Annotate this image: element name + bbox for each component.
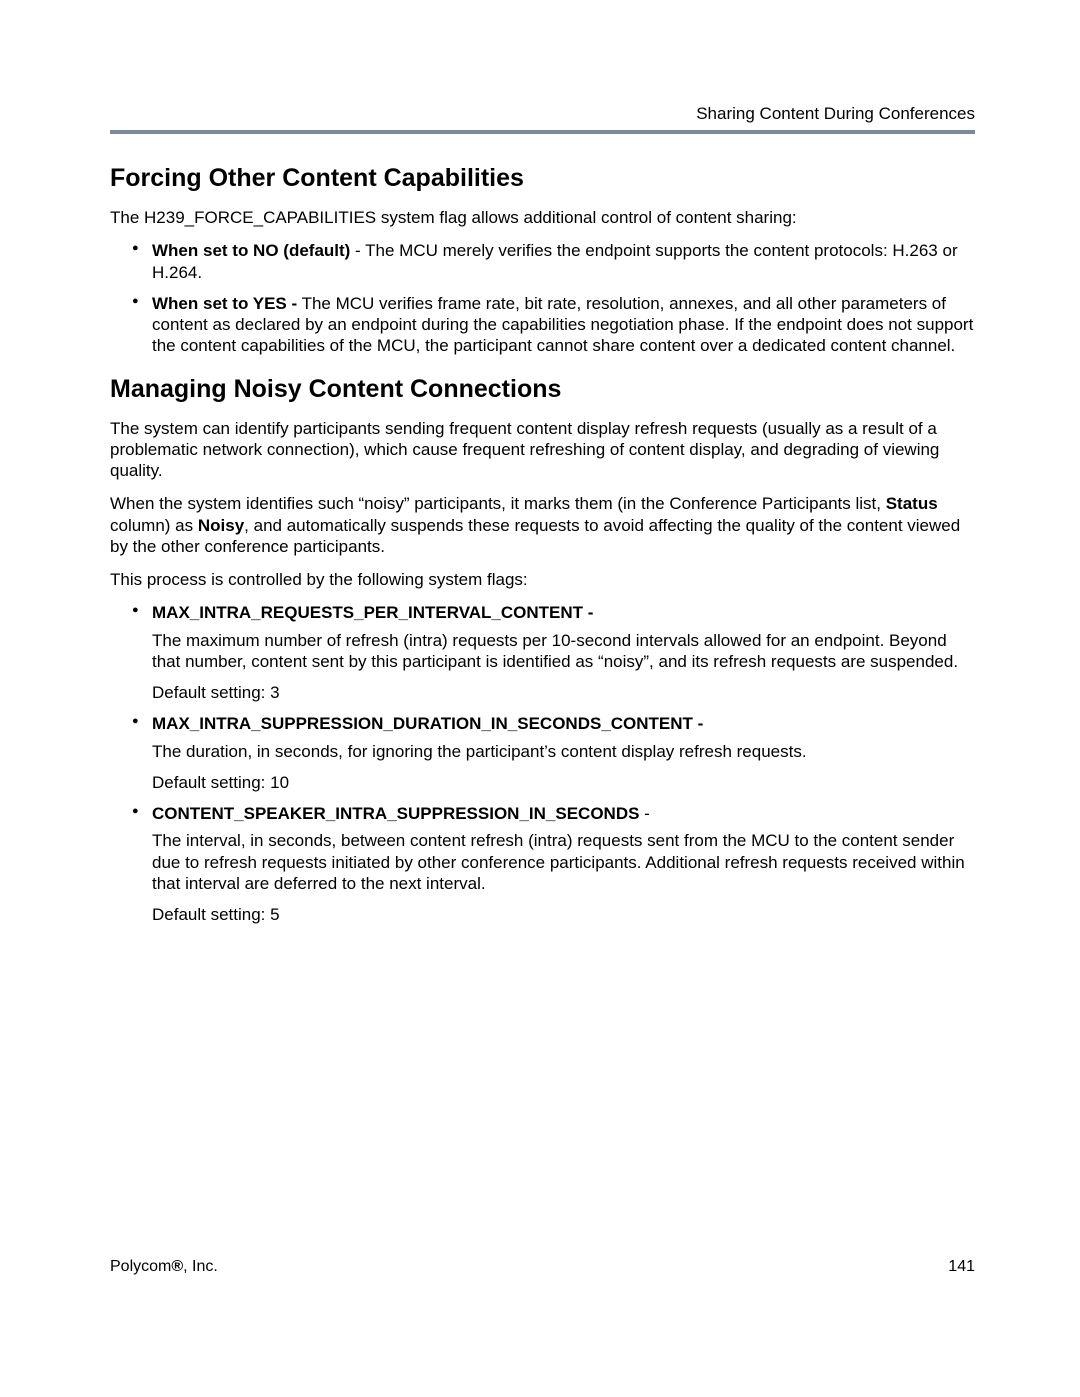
list-item: MAX_INTRA_SUPPRESSION_DURATION_IN_SECOND… xyxy=(152,713,975,793)
list-item: When set to NO (default) - The MCU merel… xyxy=(152,240,975,283)
header-rule xyxy=(110,130,975,134)
footer-registered-icon: ® xyxy=(171,1258,183,1275)
section-2-flags-list: MAX_INTRA_REQUESTS_PER_INTERVAL_CONTENT … xyxy=(110,602,975,925)
flag-name: CONTENT_SPEAKER_INTRA_SUPPRESSION_IN_SEC… xyxy=(152,804,639,823)
flag-desc: The interval, in seconds, between conten… xyxy=(152,830,975,894)
p2-part-c: column) as xyxy=(110,516,198,535)
footer-company: Polycom®, Inc. xyxy=(110,1258,218,1276)
p2-status-label: Status xyxy=(886,494,938,513)
list-item: MAX_INTRA_REQUESTS_PER_INTERVAL_CONTENT … xyxy=(152,602,975,703)
section-2-p2: When the system identifies such “noisy” … xyxy=(110,493,975,557)
flag-desc: The maximum number of refresh (intra) re… xyxy=(152,630,975,673)
list-item: CONTENT_SPEAKER_INTRA_SUPPRESSION_IN_SEC… xyxy=(152,803,975,925)
flag-name: MAX_INTRA_REQUESTS_PER_INTERVAL_CONTENT … xyxy=(152,603,593,622)
list-item-dash: - xyxy=(350,241,365,260)
flag-default: Default setting: 3 xyxy=(152,682,975,703)
flag-name: MAX_INTRA_SUPPRESSION_DURATION_IN_SECOND… xyxy=(152,714,703,733)
flag-desc: The duration, in seconds, for ignoring t… xyxy=(152,741,975,762)
footer: Polycom®, Inc. 141 xyxy=(110,1258,975,1276)
section-2-p3: This process is controlled by the follow… xyxy=(110,569,975,590)
section-heading-1: Forcing Other Content Capabilities xyxy=(110,164,975,193)
flag-default: Default setting: 5 xyxy=(152,904,975,925)
list-item-lead: When set to NO (default) xyxy=(152,241,350,260)
flag-default: Default setting: 10 xyxy=(152,772,975,793)
footer-page-number: 141 xyxy=(948,1258,975,1276)
section-1-list: When set to NO (default) - The MCU merel… xyxy=(110,240,975,356)
list-item-lead: When set to YES - xyxy=(152,294,297,313)
list-item: When set to YES - The MCU verifies frame… xyxy=(152,293,975,357)
section-2-p1: The system can identify participants sen… xyxy=(110,418,975,482)
p2-noisy-label: Noisy xyxy=(198,516,244,535)
section-1-intro: The H239_FORCE_CAPABILITIES system flag … xyxy=(110,207,975,228)
p2-part-a: When the system identifies such “noisy” … xyxy=(110,494,886,513)
section-heading-2: Managing Noisy Content Connections xyxy=(110,375,975,404)
footer-company-suffix: , Inc. xyxy=(183,1258,218,1275)
header-chapter-title: Sharing Content During Conferences xyxy=(110,104,975,124)
flag-dash: - xyxy=(639,804,649,823)
page: Sharing Content During Conferences Forci… xyxy=(0,0,1080,925)
footer-company-name: Polycom xyxy=(110,1258,171,1275)
